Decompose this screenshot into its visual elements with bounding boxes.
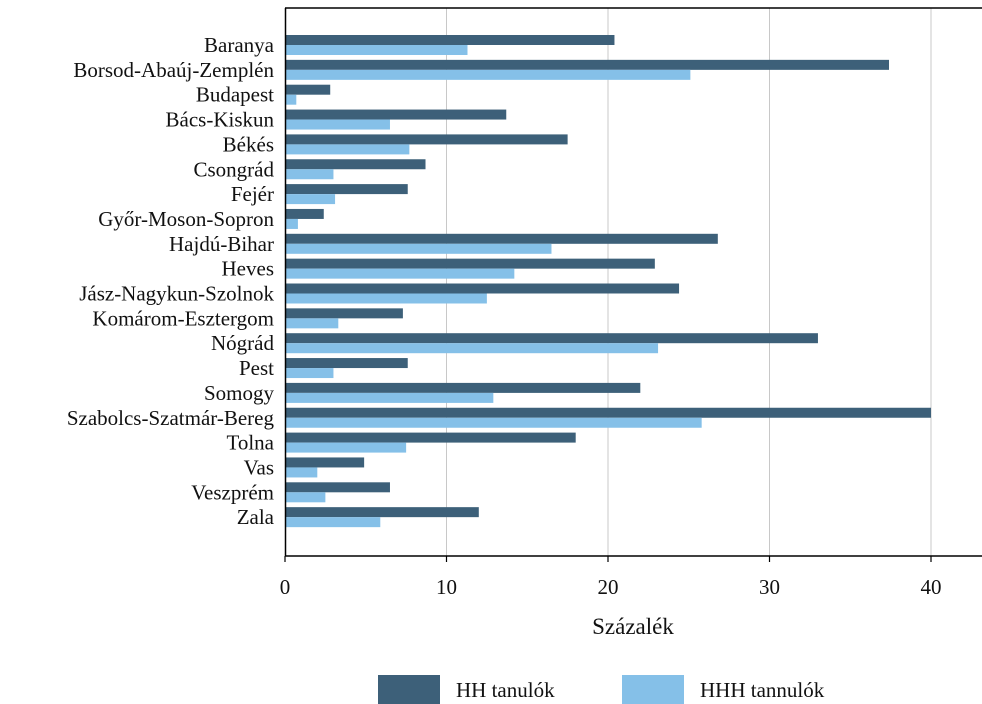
x-tick-label: 0 bbox=[280, 575, 291, 599]
category-label: Bács-Kiskun bbox=[166, 108, 275, 132]
category-label: Baranya bbox=[204, 33, 275, 57]
category-label: Szabolcs-Szatmár-Bereg bbox=[67, 406, 275, 430]
category-label: Zala bbox=[237, 505, 275, 529]
grid-lines bbox=[446, 8, 932, 556]
axes bbox=[284, 7, 982, 557]
category-labels: BaranyaBorsod-Abaúj-ZemplénBudapestBács-… bbox=[67, 33, 275, 529]
category-label: Csongrád bbox=[194, 157, 275, 181]
bar-hh bbox=[285, 432, 576, 443]
bar-hh bbox=[285, 482, 390, 493]
category-label: Borsod-Abaúj-Zemplén bbox=[73, 58, 274, 82]
category-label: Veszprém bbox=[191, 480, 274, 504]
x-tick-label: 40 bbox=[921, 575, 942, 599]
bar-hh bbox=[285, 159, 426, 170]
bar-hhh bbox=[285, 467, 318, 478]
bar-hh bbox=[285, 35, 615, 45]
category-label: Budapest bbox=[196, 83, 274, 107]
category-label: Pest bbox=[239, 356, 274, 380]
category-label: Vas bbox=[244, 455, 274, 479]
bar-hhh bbox=[285, 218, 298, 229]
bar-hhh bbox=[285, 442, 407, 453]
bar-hhh bbox=[285, 119, 390, 130]
bar-hhh bbox=[285, 343, 659, 354]
bar-hhh bbox=[285, 194, 336, 205]
bar-hh bbox=[285, 84, 331, 95]
bar-hh bbox=[285, 233, 718, 244]
bar-hh bbox=[285, 283, 680, 294]
bar-hh bbox=[285, 308, 403, 319]
bar-hhh bbox=[285, 144, 410, 155]
legend-swatch-hh bbox=[378, 675, 440, 704]
x-tick-labels: 0 10 20 30 40 bbox=[280, 556, 942, 599]
bar-hhh bbox=[285, 492, 326, 503]
bar-hh bbox=[285, 59, 890, 70]
bar-hhh bbox=[285, 417, 702, 428]
bar-hh bbox=[285, 407, 931, 418]
bar-hhh bbox=[285, 69, 691, 80]
bar-hh bbox=[285, 358, 408, 369]
bar-hh bbox=[285, 507, 479, 518]
bars bbox=[285, 35, 931, 528]
category-label: Heves bbox=[222, 257, 274, 281]
legend-swatch-hhh bbox=[622, 675, 684, 704]
bar-hhh bbox=[285, 318, 339, 329]
bar-hhh bbox=[285, 517, 381, 528]
x-tick-label: 30 bbox=[759, 575, 780, 599]
category-label: Békés bbox=[223, 132, 274, 156]
category-label: Győr-Moson-Sopron bbox=[98, 207, 274, 231]
bar-hh bbox=[285, 457, 365, 468]
bar-hh bbox=[285, 258, 655, 269]
x-axis-title: Százalék bbox=[592, 614, 674, 639]
bar-hhh bbox=[285, 293, 487, 304]
bar-hhh bbox=[285, 169, 334, 180]
bar-hhh bbox=[285, 268, 515, 279]
bar-hh bbox=[285, 208, 324, 219]
bar-hhh bbox=[285, 94, 297, 105]
bar-hh bbox=[285, 109, 507, 120]
bar-hh bbox=[285, 382, 641, 393]
category-label: Somogy bbox=[204, 381, 275, 405]
category-label: Hajdú-Bihar bbox=[169, 232, 274, 256]
legend-label-hhh: HHH tannulók bbox=[700, 678, 825, 702]
legend: HH tanulók HHH tannulók bbox=[378, 675, 825, 704]
bar-hh bbox=[285, 184, 408, 195]
category-label: Tolna bbox=[226, 431, 274, 455]
legend-label-hh: HH tanulók bbox=[456, 678, 555, 702]
category-label: Jász-Nagykun-Szolnok bbox=[79, 282, 274, 306]
bar-hhh bbox=[285, 243, 552, 254]
bar-hhh bbox=[285, 45, 468, 55]
bar-hhh bbox=[285, 392, 494, 403]
x-tick-label: 20 bbox=[598, 575, 619, 599]
x-tick-label: 10 bbox=[436, 575, 457, 599]
category-label: Fejér bbox=[231, 182, 274, 206]
bar-hh bbox=[285, 134, 568, 145]
bar-hh bbox=[285, 333, 818, 344]
category-label: Komárom-Esztergom bbox=[92, 306, 274, 330]
category-label: Nógrád bbox=[211, 331, 274, 355]
bar-hhh bbox=[285, 368, 334, 379]
